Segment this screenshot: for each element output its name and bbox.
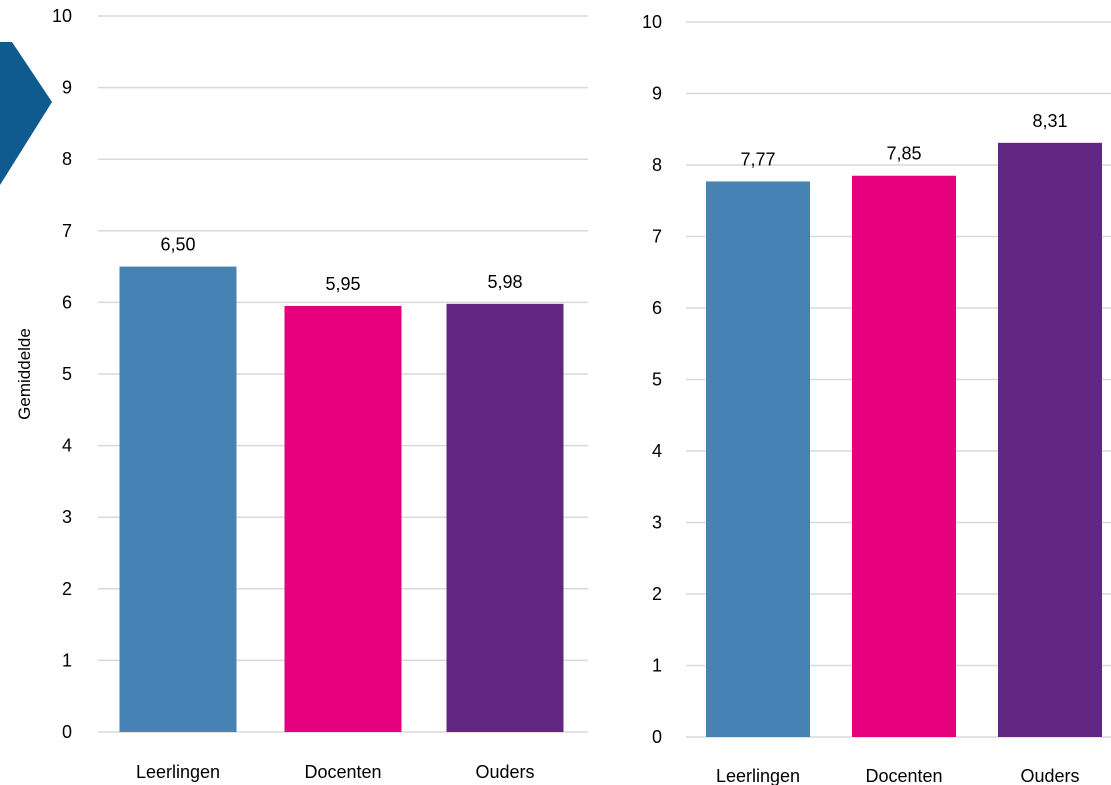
bar [998,142,1102,737]
y-tick-label: 7 [652,227,662,247]
y-tick-label: 5 [62,364,72,384]
y-tick-label: 1 [652,656,662,676]
x-tick-label: Ouders [1020,766,1079,785]
bar [119,266,237,732]
bar [706,181,810,737]
y-tick-label: 8 [62,149,72,169]
y-tick-label: 9 [652,84,662,104]
y-tick-label: 6 [62,292,72,312]
y-tick-label: 4 [62,436,72,456]
data-label: 7,85 [886,144,921,164]
bar [852,175,956,738]
y-tick-label: 5 [652,370,662,390]
bar [284,305,402,732]
x-tick-label: Docenten [865,766,942,785]
x-tick-label: Leerlingen [716,766,800,785]
data-label: 5,98 [487,272,522,292]
y-tick-label: 2 [62,579,72,599]
y-tick-label: 9 [62,78,72,98]
y-tick-label: 2 [652,584,662,604]
y-tick-label: 3 [62,507,72,527]
x-tick-label: Ouders [475,762,534,782]
x-tick-label: Leerlingen [136,762,220,782]
y-tick-label: 10 [52,6,72,26]
y-tick-label: 1 [62,650,72,670]
y-tick-label: 3 [652,513,662,533]
data-label: 7,77 [740,149,775,169]
data-label: 8,31 [1032,111,1067,131]
decorative-arrow-shape [0,42,52,185]
y-tick-label: 8 [652,155,662,175]
y-axis-label: Gemiddelde [15,328,34,420]
y-tick-label: 0 [652,727,662,747]
data-label: 6,50 [160,235,195,255]
data-label: 5,95 [325,274,360,294]
y-tick-label: 6 [652,298,662,318]
chart-right: 0 1 2 3 4 5 6 7 8 9 10 7,77 Leerlingen 7,85 Docenten 8,… [642,12,1111,785]
x-tick-label: Docenten [304,762,381,782]
y-tick-label: 0 [62,722,72,742]
y-tick-label: 10 [642,12,662,32]
chart-left: 0 1 2 3 4 5 6 7 8 9 10 Gemiddelde 6,50 Leerlingen 5,95… [15,6,588,782]
y-tick-label: 7 [62,221,72,241]
bar [446,303,564,732]
y-tick-label: 4 [652,441,662,461]
